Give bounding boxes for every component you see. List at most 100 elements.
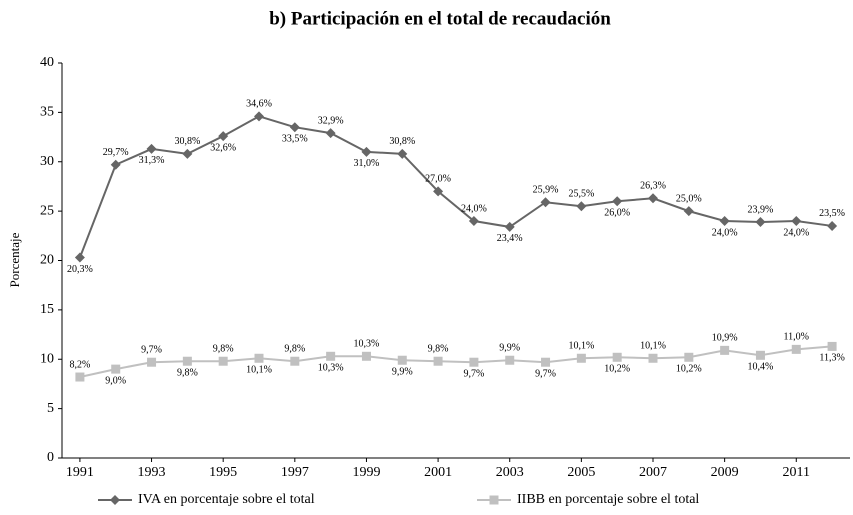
data-label: 32,6% xyxy=(210,142,236,153)
data-label: 9,8% xyxy=(177,368,198,379)
x-tick-label: 1993 xyxy=(138,465,166,480)
data-label: 31,0% xyxy=(354,158,380,169)
data-label: 9,7% xyxy=(535,369,556,380)
data-label: 9,0% xyxy=(105,375,126,386)
y-tick-label: 25 xyxy=(40,203,54,218)
data-label: 11,3% xyxy=(819,353,844,364)
data-label: 23,5% xyxy=(819,208,845,219)
data-label: 29,7% xyxy=(103,147,129,158)
legend-marker xyxy=(110,495,120,505)
x-tick-label: 2005 xyxy=(567,465,595,480)
data-label: 23,9% xyxy=(748,204,774,215)
data-label: 31,3% xyxy=(139,155,165,166)
legend-marker xyxy=(489,495,499,505)
point xyxy=(684,352,694,362)
data-label: 27,0% xyxy=(425,174,451,185)
point xyxy=(218,131,229,142)
point xyxy=(827,220,838,231)
y-tick-label: 5 xyxy=(47,401,54,416)
point xyxy=(791,216,802,226)
data-label: 9,9% xyxy=(392,367,413,378)
y-axis-label: Porcentaje xyxy=(7,232,22,287)
point xyxy=(75,372,85,382)
data-label: 30,8% xyxy=(389,136,415,147)
data-label: 10,2% xyxy=(604,364,630,375)
y-tick-label: 30 xyxy=(40,154,54,169)
data-label: 20,3% xyxy=(67,264,93,275)
series-line xyxy=(78,115,833,258)
point xyxy=(182,148,193,159)
point xyxy=(541,357,551,367)
point xyxy=(74,252,85,263)
y-tick-label: 15 xyxy=(40,302,54,317)
point xyxy=(397,148,408,159)
point xyxy=(326,351,336,361)
data-label: 11,0% xyxy=(784,332,809,343)
y-tick-label: 10 xyxy=(40,351,54,366)
x-tick-label: 1999 xyxy=(352,465,380,480)
data-label: 8,2% xyxy=(69,359,90,370)
x-tick-label: 2009 xyxy=(711,465,739,480)
point xyxy=(719,216,730,226)
point xyxy=(289,122,300,133)
point xyxy=(111,364,121,374)
x-tick-label: 2007 xyxy=(639,465,667,480)
data-label: 9,9% xyxy=(499,343,520,354)
x-tick-label: 2003 xyxy=(496,465,524,480)
data-label: 10,1% xyxy=(246,365,272,376)
data-label: 24,0% xyxy=(461,203,487,214)
point xyxy=(576,201,587,212)
data-label: 33,5% xyxy=(282,133,308,144)
point xyxy=(110,159,121,170)
series-line xyxy=(79,345,833,379)
data-label: 10,4% xyxy=(748,362,774,373)
point xyxy=(469,357,479,367)
x-tick-label: 2001 xyxy=(424,465,452,480)
y-tick-label: 40 xyxy=(40,55,54,70)
x-tick-label: 1991 xyxy=(66,465,94,480)
data-label: 9,7% xyxy=(141,345,162,356)
data-label: 26,0% xyxy=(604,208,630,219)
y-tick-label: 20 xyxy=(40,253,54,268)
point xyxy=(468,216,479,226)
point xyxy=(505,355,515,365)
data-label: 9,7% xyxy=(463,369,484,380)
data-label: 34,6% xyxy=(246,99,272,110)
point xyxy=(325,128,336,139)
data-label: 25,0% xyxy=(676,193,702,204)
point xyxy=(648,193,658,204)
legend-label: IIBB en porcentaje sobre el total xyxy=(517,492,699,507)
point xyxy=(683,206,694,217)
data-label: 24,0% xyxy=(783,227,809,238)
data-label: 23,4% xyxy=(497,233,523,244)
data-label: 10,1% xyxy=(640,341,666,352)
data-label: 32,9% xyxy=(318,115,344,126)
point xyxy=(254,111,264,122)
point xyxy=(290,356,300,366)
point xyxy=(433,356,443,366)
point xyxy=(361,351,371,361)
point xyxy=(433,186,444,197)
data-label: 25,5% xyxy=(568,188,594,199)
point xyxy=(361,146,372,157)
point xyxy=(755,350,765,360)
y-tick-label: 35 xyxy=(40,105,54,120)
data-label: 10,2% xyxy=(676,364,702,375)
point xyxy=(182,356,192,366)
data-label: 24,0% xyxy=(712,227,738,238)
point xyxy=(504,221,515,232)
data-label: 9,8% xyxy=(428,344,449,355)
y-tick-label: 0 xyxy=(47,450,54,465)
point xyxy=(612,196,623,207)
point xyxy=(254,353,264,363)
x-tick-label: 1995 xyxy=(209,465,237,480)
point xyxy=(147,357,157,367)
data-label: 10,1% xyxy=(568,341,594,352)
data-label: 26,3% xyxy=(640,181,666,192)
point xyxy=(218,356,228,366)
x-tick-label: 1997 xyxy=(281,465,309,480)
point xyxy=(397,355,407,365)
legend-label: IVA en porcentaje sobre el total xyxy=(138,492,315,507)
point xyxy=(720,345,730,355)
